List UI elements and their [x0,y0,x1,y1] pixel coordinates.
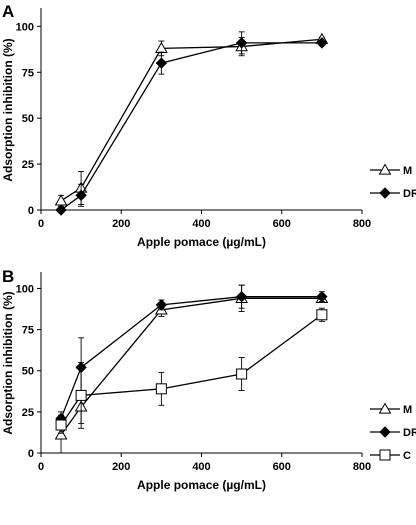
data-point-m [54,194,68,206]
y-tick-label: 0 [28,205,34,217]
y-axis-title: Adsorption inhibition (%) [1,38,15,181]
y-tick-label: 100 [16,21,34,33]
data-point-dr [235,37,248,49]
x-tick-label: 400 [192,218,210,230]
legend-marker-m [378,163,392,175]
y-tick-label: 25 [22,159,34,171]
data-point-dr [155,57,168,69]
x-tick-label: 0 [38,218,44,230]
legend-marker-c [379,449,391,461]
y-axis-title: Adsorption inhibition (%) [1,291,15,434]
legend-label-c: C [403,450,411,462]
y-tick-label: 50 [22,113,34,125]
y-tick-label: 0 [28,448,34,460]
data-point-dr [55,204,67,216]
x-axis-title: Apple pomace (µg/mL) [137,478,266,492]
series-line-dr [60,296,322,419]
y-tick-label: 50 [22,366,34,378]
data-point-dr [316,290,328,303]
series-line-dr [60,42,322,211]
x-tick-label: 200 [112,461,130,473]
series-line-c [60,314,323,426]
series-dr [55,284,328,426]
y-tick-label: 25 [22,407,34,419]
data-point-dr [235,290,248,303]
series-dr [55,31,328,216]
x-tick-label: 0 [38,461,44,473]
y-tick-label: 100 [16,283,34,295]
chart-panel-a: 0 25 50 75 100 0 200 400 600 800 Apple pomace (µg/… [1,8,416,249]
series-line-m [60,38,322,202]
legend-marker-dr [379,187,391,199]
series-m [54,32,329,207]
data-point-c [155,383,167,395]
legend-label-m: M [403,404,412,416]
series-m [54,284,329,454]
legend-marker-dr [379,426,391,438]
x-axis-title: Apple pomace (µg/mL) [137,235,266,249]
x-tick-label: 800 [353,461,371,473]
x-tick-label: 200 [112,218,130,230]
data-point-dr [75,189,87,202]
data-point-c [236,368,248,380]
y-tick-label: 75 [22,67,34,79]
y-tick-label: 75 [22,325,34,337]
chart-panel-b: 0 25 50 75 100 0 200 400 600 800 Apple pomace (µg/… [1,272,416,492]
data-point-dr [316,37,328,49]
data-point-m [54,428,68,440]
legend-label-m: M [403,165,412,177]
panel-label-a: A [2,2,14,21]
legend-marker-m [378,402,392,414]
data-point-c [75,389,87,401]
legend-label-dr: DR [403,427,416,439]
data-point-c [55,419,67,431]
x-tick-label: 600 [273,461,291,473]
x-tick-label: 400 [192,461,210,473]
panel-label-b: B [2,267,14,286]
x-tick-label: 600 [273,218,291,230]
series-line-m [60,297,322,436]
data-point-dr [155,299,168,311]
series-c [55,307,328,434]
x-tick-label: 800 [353,218,371,230]
legend-label-dr: DR [403,188,416,200]
data-point-c [316,309,328,321]
